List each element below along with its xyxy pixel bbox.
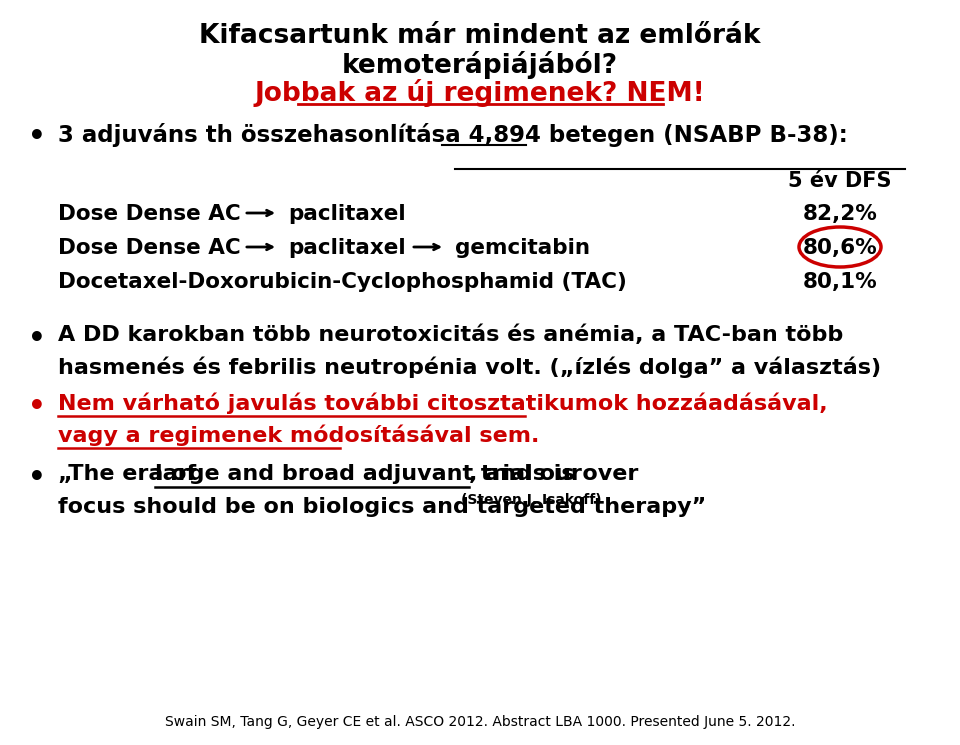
Text: vagy a regimenek módosításával sem.: vagy a regimenek módosításával sem. [58, 425, 540, 446]
Text: focus should be on biologics and targeted therapy”: focus should be on biologics and targete… [58, 497, 707, 517]
Text: Nem várható javulás további citosztatikumok hozzáadásával,: Nem várható javulás további citosztatiku… [58, 393, 828, 414]
Text: A DD karokban több neurotoxicitás és anémia, a TAC-ban több: A DD karokban több neurotoxicitás és ané… [58, 325, 843, 346]
Text: hasmenés és febrilis neutropénia volt. („ízlés dolga” a választás): hasmenés és febrilis neutropénia volt. (… [58, 357, 881, 378]
Text: kemoterápiájából?: kemoterápiájából? [342, 51, 618, 79]
Text: Swain SM, Tang G, Geyer CE et al. ASCO 2012. Abstract LBA 1000. Presented June 5: Swain SM, Tang G, Geyer CE et al. ASCO 2… [165, 715, 795, 729]
Text: Dose Dense AC: Dose Dense AC [58, 238, 241, 258]
Text: •: • [28, 325, 46, 353]
Text: , and our: , and our [468, 464, 582, 484]
Text: paclitaxel: paclitaxel [288, 238, 406, 258]
Text: Kifacsartunk már mindent az emlőrák: Kifacsartunk már mindent az emlőrák [200, 23, 760, 49]
Text: (Steven J. Isakoff): (Steven J. Isakoff) [461, 493, 601, 507]
Text: gemcitabin: gemcitabin [455, 238, 590, 258]
Text: „The era of: „The era of [58, 464, 204, 484]
Text: Jobbak az új regimenek? NEM!: Jobbak az új regimenek? NEM! [254, 79, 706, 107]
Text: •: • [28, 464, 46, 492]
Text: Dose Dense AC: Dose Dense AC [58, 204, 241, 224]
Text: •: • [28, 123, 46, 151]
Text: 82,2%: 82,2% [803, 204, 877, 224]
Text: Docetaxel-Doxorubicin-Cyclophosphamid (TAC): Docetaxel-Doxorubicin-Cyclophosphamid (T… [58, 272, 627, 292]
Text: paclitaxel: paclitaxel [288, 204, 406, 224]
Text: large and broad adjuvant trials is over: large and broad adjuvant trials is over [155, 464, 638, 484]
Text: 5 év DFS: 5 év DFS [788, 171, 892, 191]
Text: 3 adjuváns th összehasonlítása 4,894 betegen (NSABP B-38):: 3 adjuváns th összehasonlítása 4,894 bet… [58, 123, 848, 147]
Text: •: • [28, 393, 46, 421]
Text: 80,1%: 80,1% [803, 272, 877, 292]
Text: 80,6%: 80,6% [803, 238, 877, 258]
